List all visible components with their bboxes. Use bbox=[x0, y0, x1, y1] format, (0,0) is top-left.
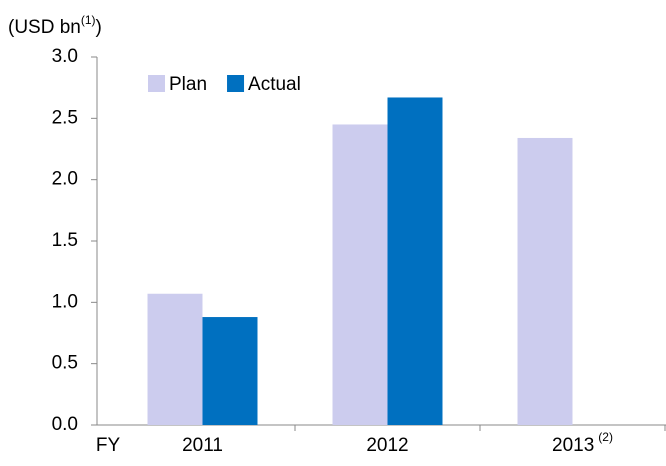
bar bbox=[202, 317, 258, 425]
y-tick-label: 0.0 bbox=[52, 414, 78, 435]
bar bbox=[332, 124, 388, 425]
legend-swatch bbox=[148, 75, 165, 92]
y-tick-label: 3.0 bbox=[52, 46, 78, 67]
y-tick-label: 0.5 bbox=[52, 353, 78, 374]
y-label-close: ) bbox=[96, 17, 102, 38]
y-axis-label: (USD bn(1)) bbox=[8, 13, 102, 38]
category: 2013 bbox=[552, 435, 594, 456]
y-tick-label: 2.5 bbox=[52, 107, 78, 128]
x-axis-label: FY bbox=[96, 435, 121, 456]
category: 2011 bbox=[182, 435, 223, 456]
category-note: (2) bbox=[598, 430, 613, 444]
bar bbox=[517, 137, 573, 425]
category: 2012 bbox=[366, 435, 408, 456]
y-label-text: (USD bn bbox=[8, 17, 81, 38]
y-tick-label: 2.0 bbox=[52, 169, 78, 190]
y-tick-label: 1.5 bbox=[52, 230, 78, 251]
y-tick-label: 1.0 bbox=[52, 291, 78, 312]
legend-label: Actual bbox=[248, 74, 301, 95]
x-tick-label: 2013 (2) bbox=[552, 430, 613, 456]
x-tick-label: 2011 bbox=[182, 435, 223, 456]
x-tick-label: 2012 bbox=[366, 435, 408, 456]
y-label-note: (1) bbox=[81, 13, 96, 27]
legend-label: Plan bbox=[169, 74, 207, 95]
bar bbox=[387, 97, 443, 425]
legend-swatch bbox=[227, 75, 245, 92]
bar bbox=[147, 293, 203, 425]
